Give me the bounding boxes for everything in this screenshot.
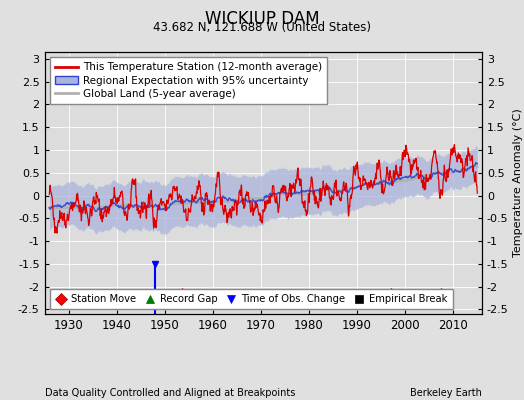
Text: Berkeley Earth: Berkeley Earth (410, 388, 482, 398)
Text: 43.682 N, 121.688 W (United States): 43.682 N, 121.688 W (United States) (153, 21, 371, 34)
Text: Data Quality Controlled and Aligned at Breakpoints: Data Quality Controlled and Aligned at B… (45, 388, 295, 398)
Legend: Station Move, Record Gap, Time of Obs. Change, Empirical Break: Station Move, Record Gap, Time of Obs. C… (50, 289, 453, 309)
Text: WICKIUP DAM: WICKIUP DAM (205, 10, 319, 28)
Y-axis label: Temperature Anomaly (°C): Temperature Anomaly (°C) (513, 109, 523, 257)
